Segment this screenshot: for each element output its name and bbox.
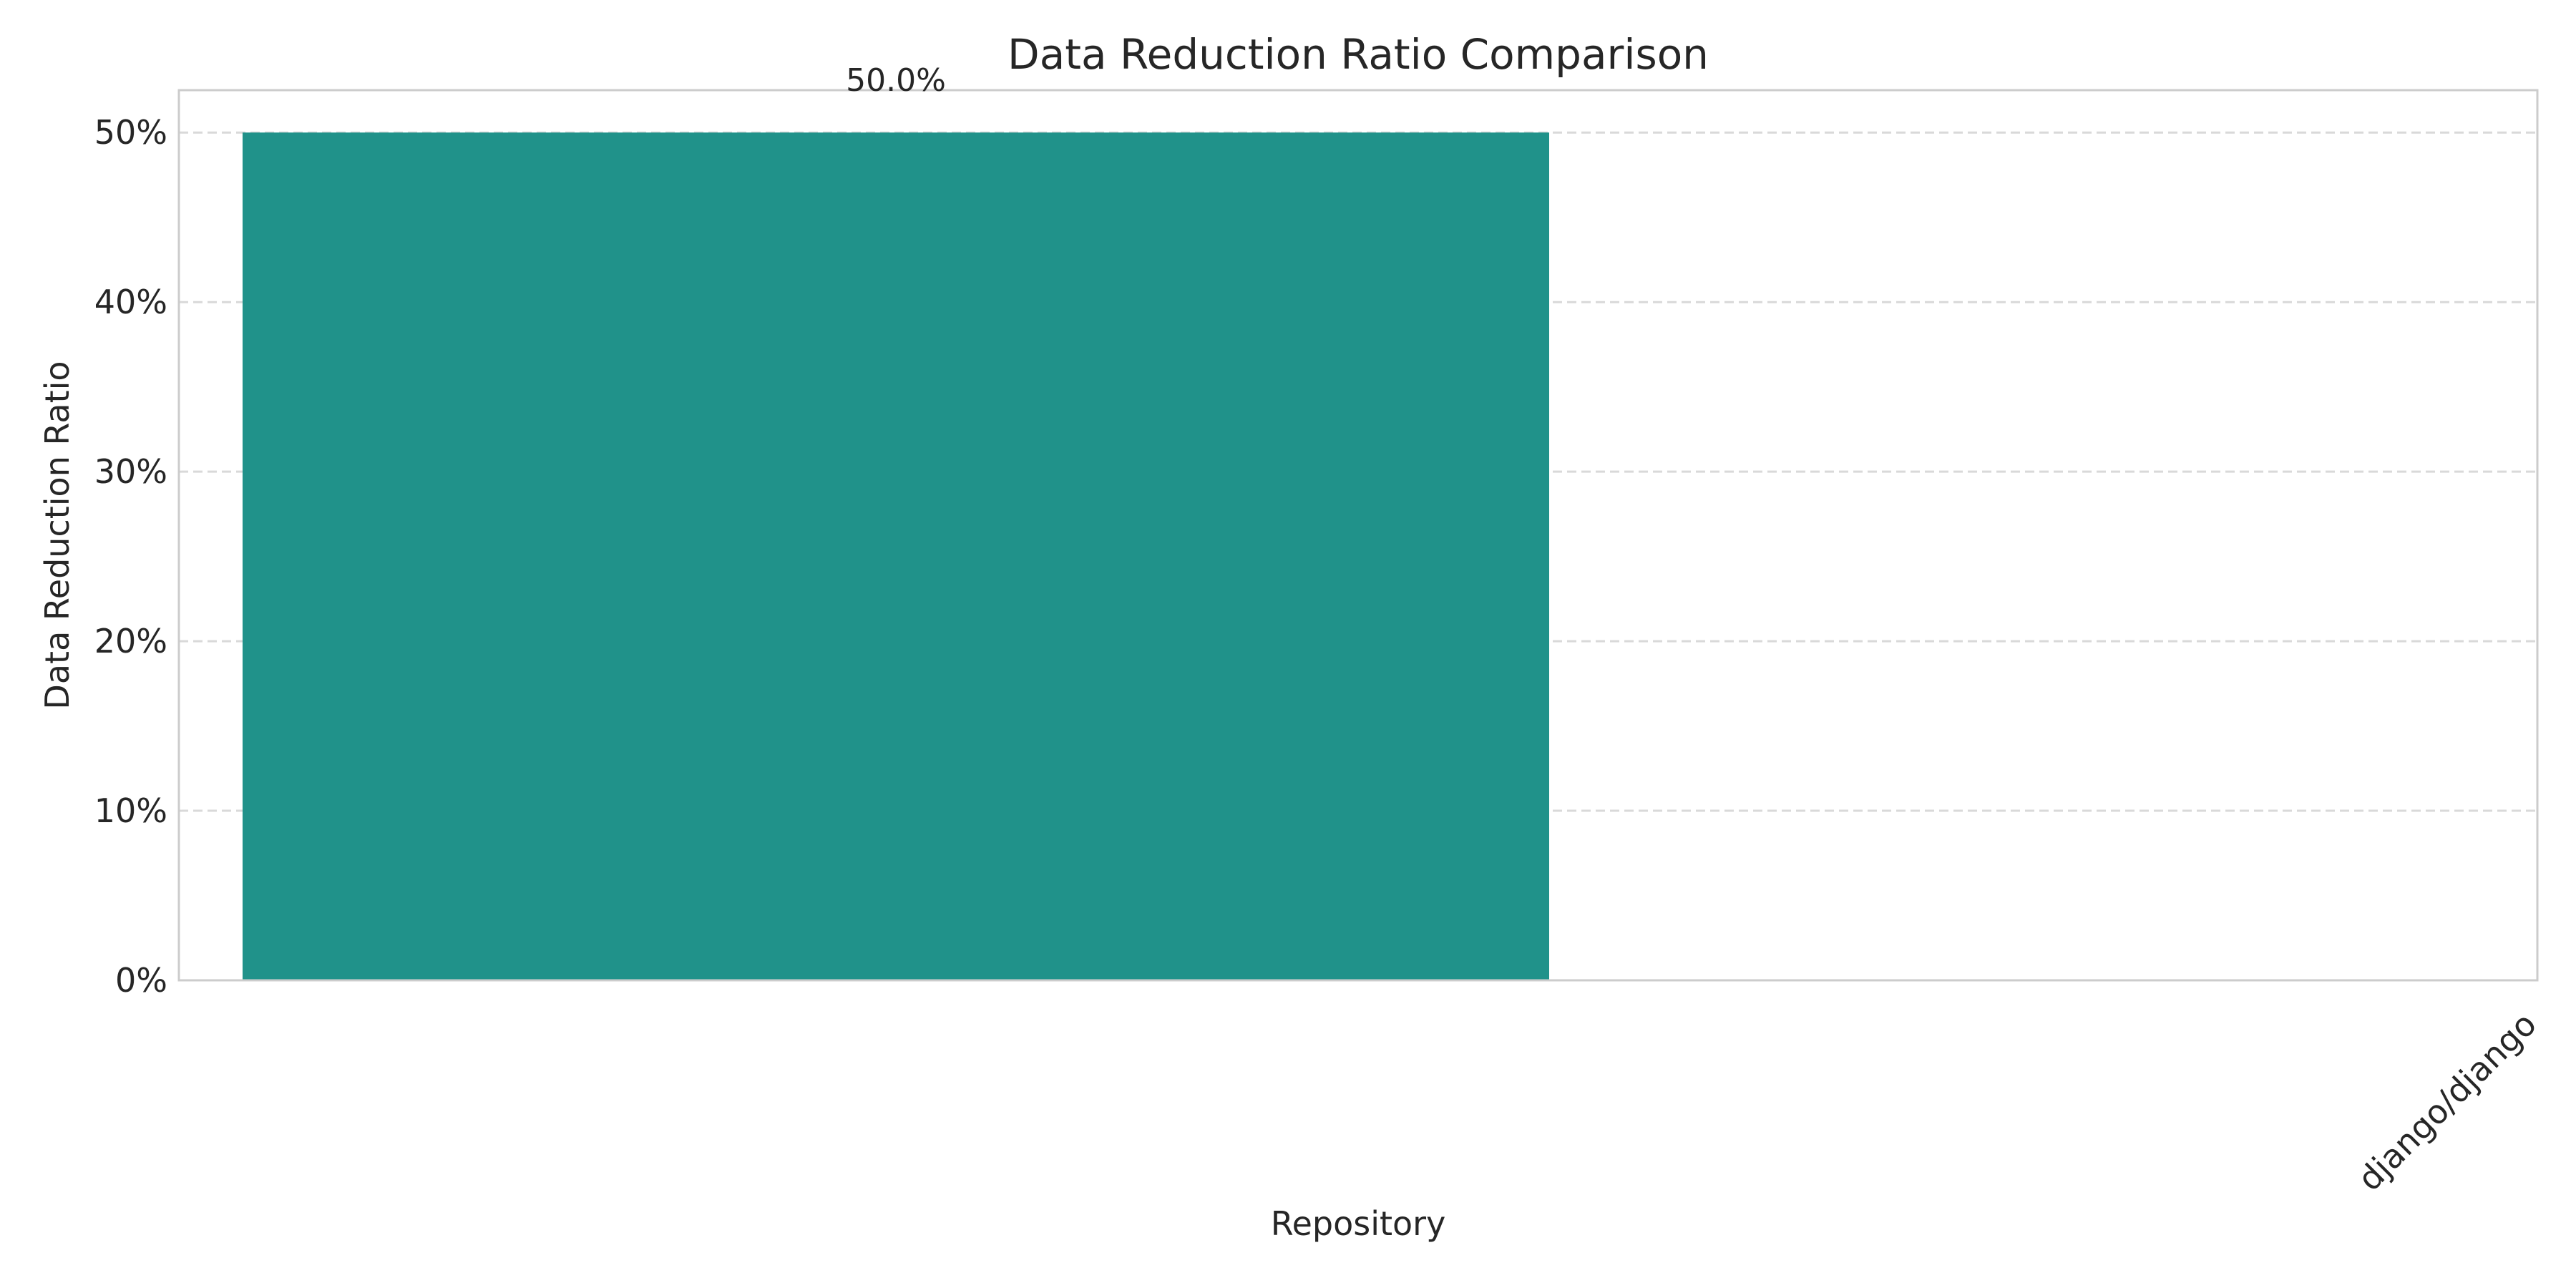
data-labels: 50.0% [846,62,946,99]
y-tick-label: 50% [94,113,167,152]
y-tick-label: 20% [94,622,167,660]
y-tick-label: 0% [115,961,167,1000]
bars [243,132,1549,981]
y-tick-label: 30% [94,452,167,491]
bar-data-label: 50.0% [846,62,946,99]
x-axis-label: Repository [1271,1204,1446,1243]
y-tick-labels: 0% 10% 20% 30% 40% 50% [94,113,167,1000]
bar [243,132,1549,981]
plot-frame [177,89,2539,982]
y-axis-label: Data Reduction Ratio [38,361,77,709]
chart-title: Data Reduction Ratio Comparison [1008,30,1709,79]
y-tick-label: 10% [94,791,167,830]
y-tick-label: 40% [94,283,167,321]
